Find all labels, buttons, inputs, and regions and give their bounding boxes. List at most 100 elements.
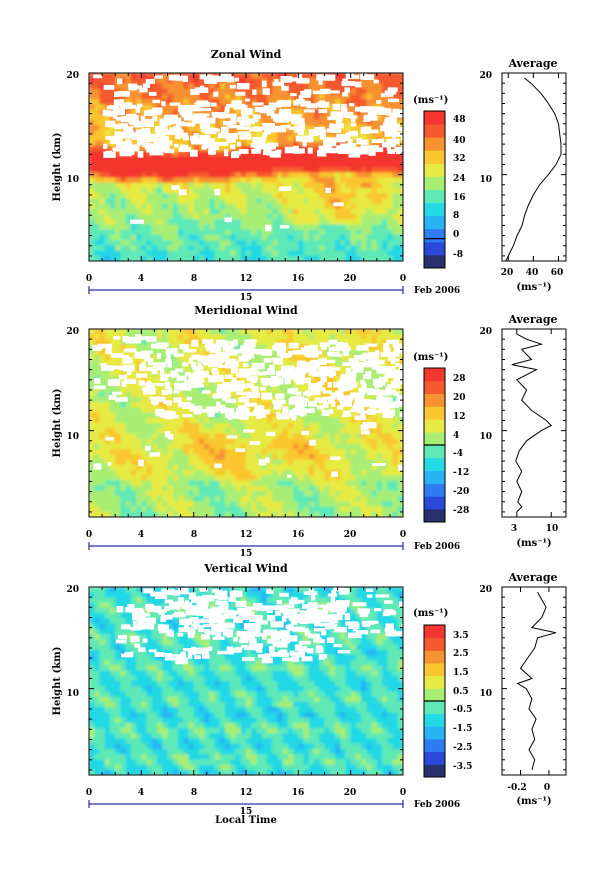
heatmap-cell [246, 459, 252, 466]
heatmap-cell [198, 208, 205, 215]
heatmap-cell [371, 234, 378, 241]
heatmap-cell [282, 490, 289, 497]
missing-data-patch [294, 125, 305, 131]
heatmap-cell [350, 125, 357, 132]
heatmap-cell [324, 396, 331, 403]
heatmap-cell [324, 485, 331, 492]
heatmap-cell [277, 182, 284, 189]
heatmap-cell [298, 229, 305, 236]
heatmap-cell [251, 229, 258, 236]
heatmap-cell [371, 219, 378, 226]
heatmap-cell [350, 109, 357, 116]
heatmap-cell [345, 449, 352, 455]
heatmap-cell [382, 135, 388, 142]
heatmap-cell [151, 339, 158, 346]
heatmap-cell [277, 93, 284, 100]
missing-data-patch [180, 144, 189, 151]
heatmap-cell [94, 506, 101, 513]
heatmap-cell [230, 464, 237, 471]
heatmap-cell [162, 229, 169, 236]
heatmap-cell [230, 438, 237, 445]
heatmap-cell [125, 193, 132, 199]
heatmap-cell [387, 480, 394, 487]
heatmap-cell [120, 438, 127, 445]
heatmap-cell [308, 125, 315, 132]
heatmap-cell [230, 224, 237, 231]
heatmap-cell [382, 203, 388, 210]
heatmap-cell [397, 114, 403, 121]
heatmap-cell [225, 167, 231, 173]
heatmap-cell [162, 454, 169, 461]
missing-data-patch [255, 126, 260, 131]
heatmap-cell [345, 339, 352, 346]
heatmap-cell [219, 187, 226, 194]
heatmap-cell [214, 182, 221, 189]
heatmap-cell [287, 167, 294, 173]
heatmap-cell [125, 203, 132, 210]
heatmap-cell [115, 187, 121, 194]
heatmap-cell [104, 470, 111, 476]
heatmap-cell [340, 365, 347, 372]
heatmap-cell [266, 245, 273, 252]
heatmap-cell [94, 480, 101, 487]
missing-data-patch [278, 186, 292, 191]
heatmap-cell [162, 161, 169, 168]
heatmap-cell [376, 370, 383, 377]
heatmap-cell [162, 104, 169, 111]
heatmap-cell [329, 386, 336, 393]
heatmap-cell [109, 182, 116, 189]
heatmap-cell [282, 386, 289, 393]
heatmap-cell [120, 219, 127, 226]
heatmap-cell [256, 396, 263, 403]
heatmap-cell [251, 443, 258, 450]
heatmap-cell [141, 151, 148, 158]
heatmap-cell [293, 480, 299, 487]
heatmap-cell [371, 208, 378, 215]
heatmap-cell [287, 229, 294, 236]
heatmap-cell [293, 109, 299, 116]
heatmap-cell [266, 167, 273, 173]
heatmap-cell [219, 156, 226, 163]
heatmap-cell [151, 93, 158, 100]
missing-data-patch [237, 116, 242, 123]
heatmap-cell [261, 234, 268, 241]
heatmap-cell [109, 433, 116, 440]
heatmap-cell [172, 402, 179, 408]
heatmap-cell [345, 433, 352, 440]
heatmap-cell [177, 365, 184, 372]
date-day-label: 15 [240, 293, 253, 303]
heatmap-cell [303, 255, 310, 261]
heatmap-cell [167, 423, 174, 429]
heatmap-cell [204, 433, 210, 440]
heatmap-cell [308, 496, 315, 502]
heatmap-cell [298, 386, 305, 393]
heatmap-cell [314, 496, 320, 502]
heatmap-cell [314, 219, 320, 226]
heatmap-cell [225, 475, 231, 482]
heatmap-cell [157, 161, 163, 168]
heatmap-cell [382, 146, 388, 152]
heatmap-cell [183, 506, 190, 513]
heatmap-cell [146, 161, 153, 168]
heatmap-cell [214, 193, 221, 199]
heatmap-cell [287, 245, 294, 252]
heatmap-cell [230, 177, 237, 184]
heatmap-cell [125, 423, 132, 429]
heatmap-cell [303, 182, 310, 189]
heatmap-cell [340, 464, 347, 471]
heatmap-cell [188, 99, 195, 105]
heatmap-cell [162, 245, 169, 252]
heatmap-cell [303, 198, 310, 205]
heatmap-cell [198, 130, 205, 137]
heatmap-cell [177, 219, 184, 226]
heatmap-cell [308, 198, 315, 205]
heatmap-cell [376, 187, 383, 194]
missing-data-patch [103, 143, 108, 149]
missing-data-patch [276, 100, 291, 105]
heatmap-cell [151, 203, 158, 210]
heatmap-cell [308, 464, 315, 471]
heatmap-cell [109, 349, 116, 356]
heatmap-cell [130, 423, 137, 429]
heatmap-cell [382, 219, 388, 226]
heatmap-cell [350, 475, 357, 482]
